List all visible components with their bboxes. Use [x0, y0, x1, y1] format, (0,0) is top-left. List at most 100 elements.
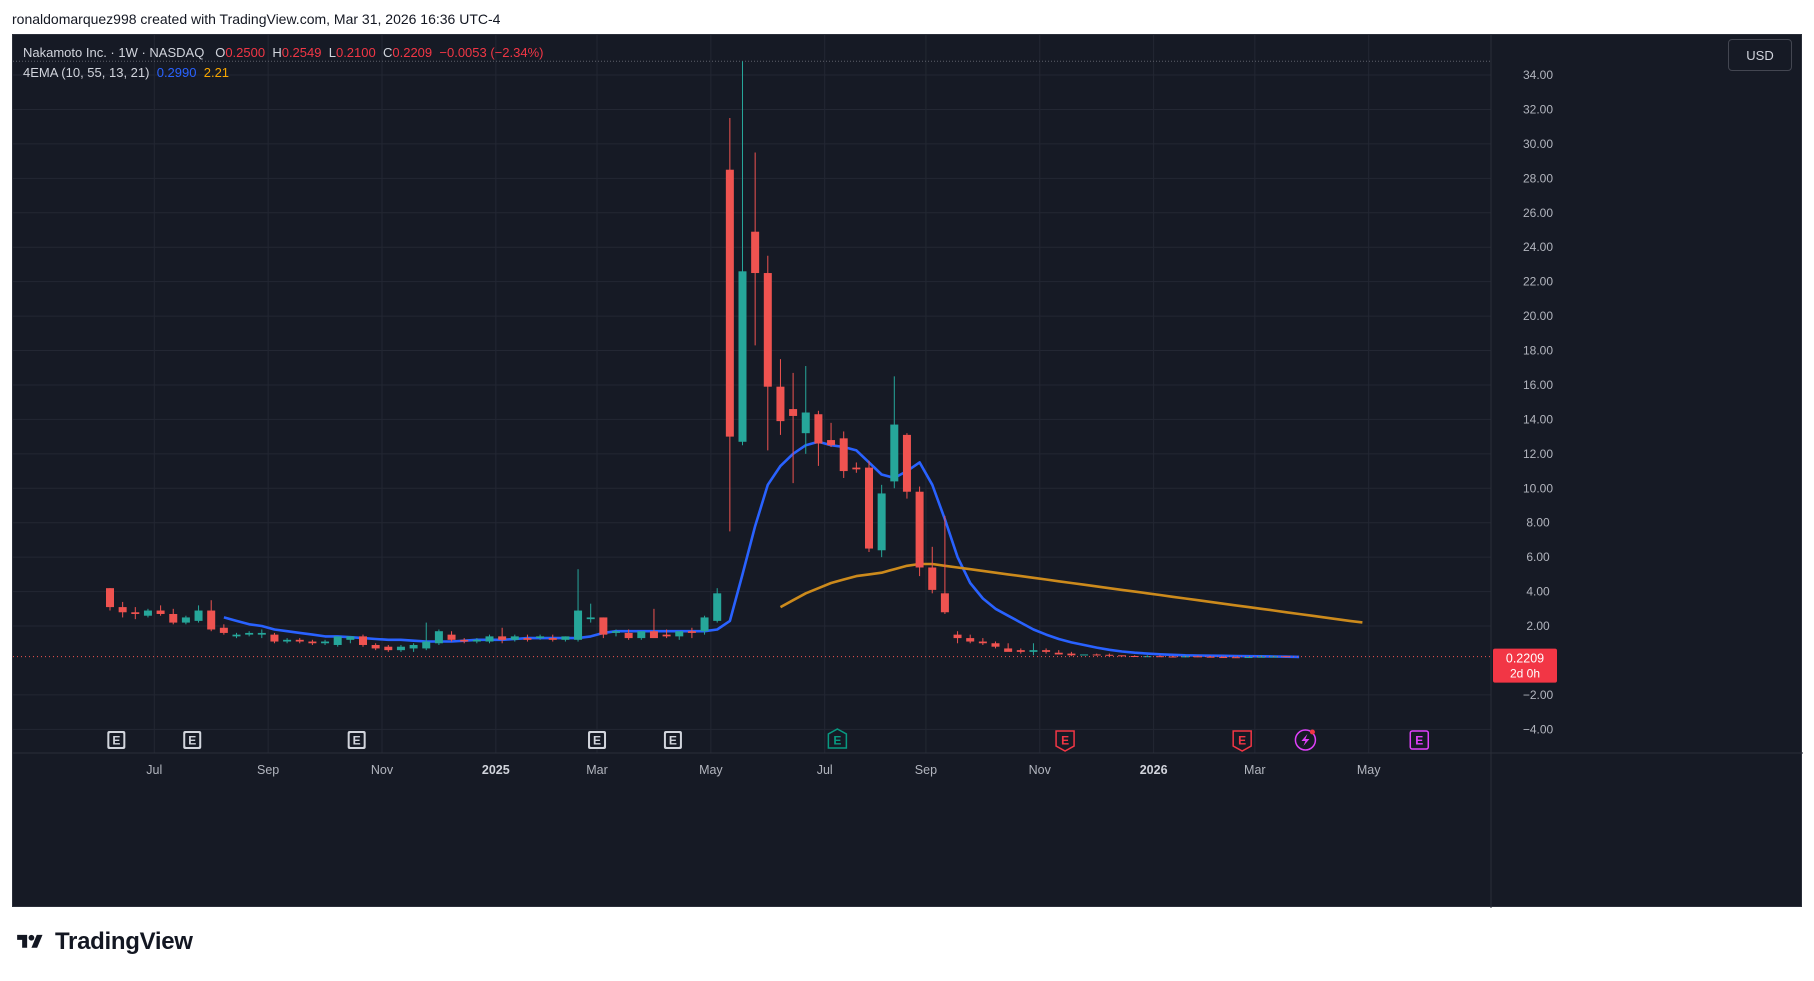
chart-caption: ronaldomarquez998 created with TradingVi…: [12, 11, 501, 27]
candle-body: [763, 273, 772, 387]
ema-fast-line: [223, 440, 1300, 659]
earnings-marker[interactable]: E: [588, 731, 607, 749]
candle: [1206, 656, 1215, 658]
candle-body: [637, 631, 646, 639]
earnings-marker[interactable]: E: [827, 728, 848, 749]
candle-body: [1143, 656, 1152, 658]
candle: [485, 634, 494, 644]
candle-body: [1219, 657, 1228, 659]
candle: [333, 636, 342, 647]
candle: [776, 359, 785, 435]
candle-body: [1105, 654, 1114, 656]
y-tick-label: 12.00: [1523, 447, 1553, 461]
candle-body: [814, 414, 823, 444]
candle: [472, 638, 481, 644]
candle: [586, 603, 595, 623]
earnings-marker-label: E: [353, 734, 361, 748]
earnings-marker[interactable]: E: [183, 731, 202, 749]
candle: [422, 622, 431, 651]
candle: [346, 636, 355, 644]
candle-body: [106, 588, 114, 608]
candle: [1016, 648, 1025, 654]
candle-body: [953, 634, 962, 639]
candle: [257, 629, 266, 639]
candle: [1219, 656, 1228, 659]
brand-name: TradingView: [55, 928, 193, 955]
candle: [966, 634, 975, 644]
candle: [270, 632, 279, 644]
candle: [902, 433, 911, 499]
candle-body: [940, 593, 949, 613]
earnings-marker[interactable]: E: [107, 731, 126, 749]
low-value: 0.2100: [335, 45, 376, 60]
candle-body: [865, 467, 873, 549]
symbol-label[interactable]: Nakamoto Inc. · 1W · NASDAQ: [23, 45, 205, 60]
indicator-label[interactable]: 4EMA (10, 55, 13, 21): [23, 65, 150, 80]
candle-body: [877, 493, 886, 551]
candle: [561, 636, 570, 642]
candle: [245, 631, 254, 637]
x-tick-label: Sep: [257, 763, 279, 777]
chart-panel[interactable]: 34.00 32.00 30.00 28.00 26.00 24.00 22.00 20.00…: [12, 34, 1803, 908]
earnings-marker[interactable]: E: [1055, 730, 1075, 752]
candle-body: [396, 646, 405, 651]
earnings-marker[interactable]: E: [663, 731, 682, 749]
candle: [991, 641, 1000, 649]
candle: [1231, 656, 1240, 659]
dividend-dot: [1309, 729, 1315, 735]
candle-body: [295, 639, 304, 642]
candle: [1155, 655, 1164, 658]
earnings-marker[interactable]: E: [1232, 730, 1252, 752]
candle: [169, 608, 178, 625]
earnings-marker[interactable]: [1294, 729, 1317, 751]
y-tick-label: 20.00: [1523, 309, 1553, 323]
currency-button[interactable]: USD: [1728, 39, 1792, 71]
earnings-marker-shape: [1055, 730, 1075, 752]
candle-body: [612, 631, 620, 633]
tradingview-logo[interactable]: TradingView: [13, 927, 193, 957]
candle: [801, 366, 810, 454]
candle-body: [219, 627, 228, 633]
earnings-marker[interactable]: E: [1409, 730, 1430, 750]
ema-slow-line: [779, 562, 1363, 624]
candle: [434, 629, 443, 645]
candle-body: [169, 613, 178, 623]
candle-body: [649, 631, 658, 639]
candle: [649, 608, 658, 639]
x-tick-label: 2025: [482, 763, 510, 777]
earnings-marker-label: E: [112, 734, 120, 748]
candle: [687, 627, 696, 639]
candle-body: [346, 636, 355, 640]
x-tick-label: Mar: [1244, 763, 1266, 777]
candle: [1168, 655, 1177, 658]
candle: [207, 600, 216, 632]
y-tick-label: 32.00: [1523, 102, 1553, 116]
candle: [738, 61, 747, 446]
candle: [232, 632, 241, 639]
candle: [143, 608, 152, 618]
candle-body: [283, 639, 292, 642]
chart-canvas[interactable]: 34.00 32.00 30.00 28.00 26.00 24.00 22.00 20.00…: [13, 35, 1803, 908]
candle-body: [472, 639, 481, 642]
candle-body: [156, 610, 165, 614]
candle-body: [675, 631, 684, 637]
candle-body: [359, 636, 367, 645]
earnings-marker-label: E: [593, 734, 601, 748]
candle-body: [131, 612, 140, 614]
ohlc-row: Nakamoto Inc. · 1W · NASDAQ O0.2500 H0.2…: [23, 43, 543, 63]
candle-body: [801, 412, 810, 434]
candle: [498, 627, 507, 644]
x-tick-label: Mar: [586, 763, 608, 777]
change-value: −0.0053 (−2.34%): [439, 45, 544, 60]
candle: [1130, 655, 1139, 658]
candle-body: [321, 641, 330, 644]
candle: [763, 255, 772, 451]
candle-body: [1080, 654, 1089, 656]
earnings-marker[interactable]: E: [347, 731, 366, 749]
candle: [940, 515, 949, 614]
candle: [1118, 655, 1126, 657]
candle-body: [662, 634, 671, 637]
candle-body: [460, 639, 469, 642]
